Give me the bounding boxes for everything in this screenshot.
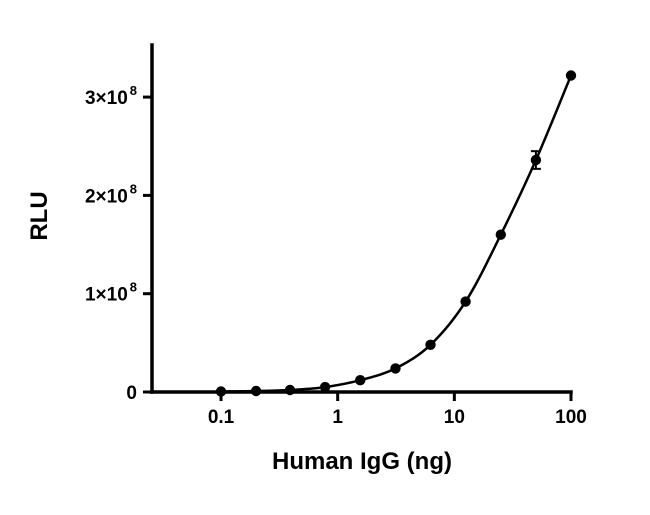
data-point (425, 339, 436, 350)
data-point (565, 70, 577, 81)
data-point (355, 375, 366, 386)
x-tick-label: 1 (332, 407, 343, 428)
y-tick-label: 0 (126, 383, 137, 404)
data-point (215, 386, 227, 397)
x-tick-label: 100 (555, 407, 587, 428)
data-point (390, 363, 401, 374)
data-point (530, 154, 542, 166)
data-point (495, 229, 506, 240)
data-point (460, 296, 471, 307)
data-point (284, 384, 296, 396)
y-tick-label: 2×10 8 (85, 181, 137, 207)
fit-curve (220, 75, 573, 393)
data-point (250, 385, 262, 397)
y-tick-label: 3×10 8 (85, 83, 137, 109)
y-axis-title: RLU (26, 191, 53, 241)
data-point (319, 381, 331, 393)
x-tick-label: 10 (444, 407, 465, 428)
y-tick-label: 1×10 8 (85, 280, 137, 306)
x-axis-title: Human IgG (ng) (272, 448, 452, 475)
x-tick-label: 0.1 (208, 407, 235, 428)
